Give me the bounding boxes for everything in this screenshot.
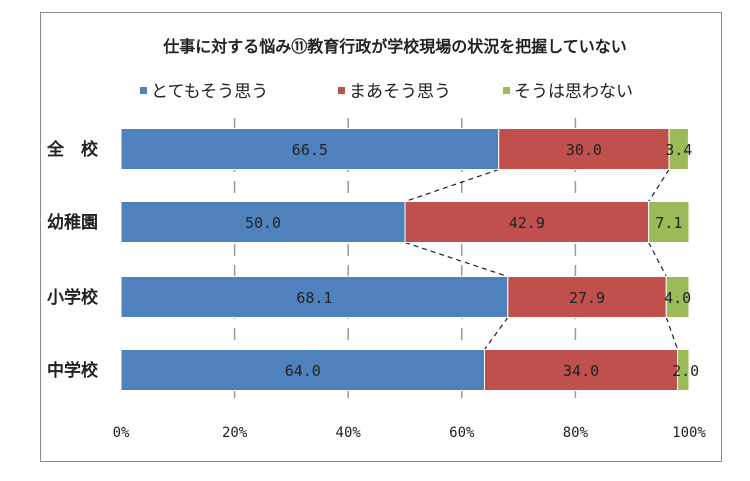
data-label: 2.0 — [672, 362, 699, 380]
legend-label: まあそう思う — [349, 82, 451, 102]
series-line — [484, 317, 509, 350]
data-label: 30.0 — [566, 141, 602, 159]
bar-segment — [120, 276, 509, 318]
category-label: 全 校 — [46, 139, 99, 160]
category-label: 中学校 — [47, 360, 99, 381]
bar-segment — [120, 201, 406, 243]
bar-segment — [484, 349, 679, 391]
series-line — [648, 242, 667, 277]
bar-segment — [648, 201, 690, 243]
data-label: 66.5 — [292, 141, 328, 159]
series-line — [404, 241, 508, 278]
category-label: 小学校 — [47, 287, 99, 308]
legend-label: とてもそう思う — [151, 82, 268, 102]
data-label: 34.0 — [563, 362, 599, 380]
bar-segment — [120, 128, 500, 170]
legend-swatch — [503, 87, 510, 94]
series-line — [665, 317, 679, 350]
data-label: 50.0 — [245, 214, 281, 232]
legend-label: そうは思わない — [514, 82, 633, 102]
x-tick-label: 20% — [222, 425, 248, 441]
data-label: 7.1 — [655, 214, 682, 232]
bar-segment — [404, 201, 650, 243]
bar-segment — [665, 276, 690, 318]
bar-segment — [507, 276, 667, 318]
x-axis-ticks: 0% 20% 40% 60% 80% 100% — [113, 425, 707, 441]
bars — [120, 128, 690, 391]
data-label: 27.9 — [569, 289, 605, 307]
data-labels: 66.5 30.0 3.4 50.0 42.9 7.1 68.1 27.9 4.0 64.0 34.… — [245, 141, 699, 380]
chart-title: 仕事に対する悩み⑪教育行政が学校現場の状況を把握していない — [162, 37, 627, 56]
bar-segment — [668, 128, 689, 170]
bar-segment — [498, 128, 670, 170]
series-line — [648, 169, 670, 202]
legend: とてもそう思う まあそう思う そうは思わない — [140, 82, 633, 102]
x-tick-label: 100% — [672, 425, 706, 441]
legend-swatch — [338, 87, 345, 94]
x-tick-label: 60% — [449, 425, 475, 441]
bar-segment — [677, 349, 690, 391]
data-label: 42.9 — [509, 214, 545, 232]
category-label: 幼稚園 — [47, 212, 98, 233]
series-line — [404, 168, 499, 203]
x-tick-label: 0% — [113, 425, 130, 441]
data-label: 4.0 — [664, 289, 691, 307]
x-tick-label: 80% — [563, 425, 589, 441]
data-label: 68.1 — [296, 289, 332, 307]
series-lines — [404, 168, 679, 350]
data-label: 3.4 — [665, 141, 692, 159]
legend-swatch — [140, 87, 147, 94]
data-label: 64.0 — [285, 362, 321, 380]
x-tick-label: 40% — [336, 425, 362, 441]
